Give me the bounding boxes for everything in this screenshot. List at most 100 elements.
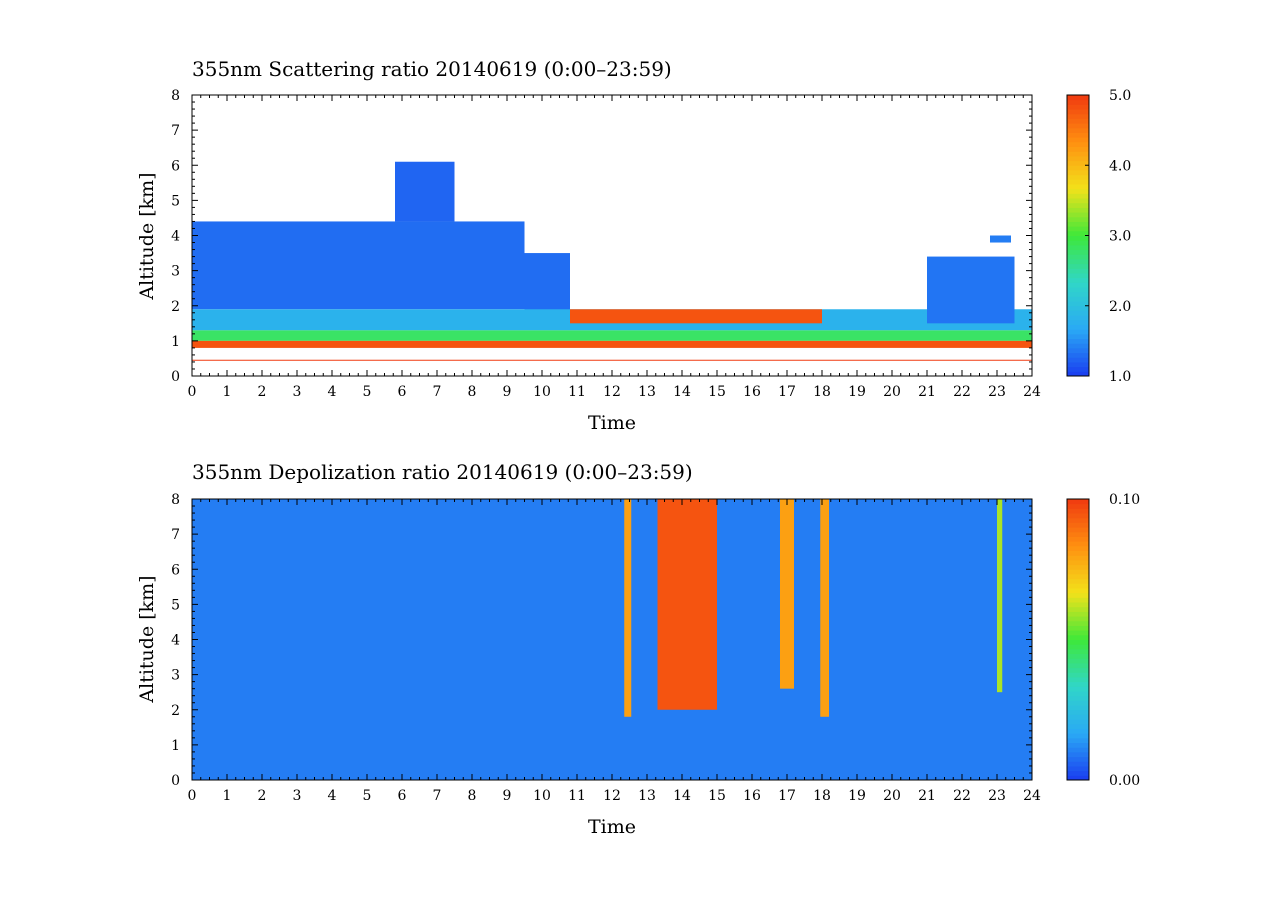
x-axis-label: Time [588, 816, 636, 838]
colorbar-segment [1067, 249, 1089, 255]
x-tick-label: 20 [883, 384, 901, 400]
colorbar-segment [1067, 141, 1089, 148]
colorbar-segment [1067, 352, 1089, 358]
colorbar-segment [1067, 240, 1089, 246]
y-tick-label: 8 [171, 492, 180, 508]
colorbar-segment [1067, 188, 1089, 194]
colorbar-segment [1067, 319, 1089, 325]
colorbar-segment [1067, 733, 1089, 739]
x-tick-label: 22 [953, 788, 971, 804]
colorbar-tick-label: 5.0 [1109, 88, 1131, 104]
y-tick-label: 8 [171, 88, 180, 104]
colorbar-tick-label: 1.0 [1109, 369, 1131, 385]
colorbar-segment [1067, 183, 1089, 190]
heatmap-background [192, 499, 1032, 780]
colorbar-segment [1067, 517, 1089, 523]
colorbar-segment [1067, 620, 1089, 626]
x-tick-label: 20 [883, 788, 901, 804]
colorbar-segment [1067, 709, 1089, 715]
x-tick-label: 11 [568, 788, 586, 804]
x-tick-label: 19 [848, 788, 866, 804]
y-tick-label: 0 [171, 773, 180, 789]
colorbar-segment [1067, 202, 1089, 208]
colorbar-segment [1067, 287, 1089, 293]
colorbar-tick-label: 0.00 [1109, 773, 1140, 789]
x-tick-label: 3 [293, 788, 302, 804]
y-tick-label: 0 [171, 369, 180, 385]
colorbar-segment [1067, 296, 1089, 302]
x-axis-label: Time [588, 412, 636, 434]
colorbar-segment [1067, 522, 1089, 528]
colorbar-segment [1067, 503, 1089, 509]
colorbar-segment [1067, 550, 1089, 556]
colorbar-segment [1067, 207, 1089, 213]
colorbar-segment [1067, 333, 1089, 340]
colorbar-segment [1067, 569, 1089, 575]
x-tick-label: 21 [918, 788, 936, 804]
x-tick-label: 23 [988, 384, 1006, 400]
x-tick-label: 21 [918, 384, 936, 400]
colorbar-segment [1067, 723, 1089, 729]
colorbar-segment [1067, 541, 1089, 547]
x-tick-label: 4 [328, 788, 337, 804]
colorbar-segment [1067, 667, 1089, 673]
x-tick-label: 18 [813, 384, 831, 400]
colorbar-segment [1067, 611, 1089, 617]
x-tick-label: 17 [778, 384, 796, 400]
y-tick-label: 2 [171, 299, 180, 315]
colorbar-segment [1067, 169, 1089, 176]
colorbar-segment [1067, 648, 1089, 655]
colorbar-segment [1067, 324, 1089, 330]
colorbar-segment [1067, 151, 1089, 157]
x-tick-label: 13 [638, 384, 656, 400]
y-tick-label: 3 [171, 264, 180, 280]
colorbar-segment [1067, 578, 1089, 584]
colorbar-segment [1067, 193, 1089, 199]
x-tick-label: 15 [708, 384, 726, 400]
colorbar-segment [1067, 756, 1089, 762]
colorbar-segment [1067, 291, 1089, 297]
colorbar-segment [1067, 357, 1089, 363]
colorbar-segment [1067, 282, 1089, 288]
y-tick-label: 2 [171, 703, 180, 719]
x-tick-label: 14 [673, 788, 691, 804]
colorbar-segment [1067, 606, 1089, 612]
x-tick-label: 5 [363, 384, 372, 400]
colorbar-segment [1067, 361, 1089, 368]
x-tick-label: 7 [433, 384, 442, 400]
heatmap-cell [624, 499, 632, 717]
x-tick-label: 12 [603, 788, 621, 804]
colorbar-segment [1067, 761, 1089, 767]
colorbar-segment [1067, 366, 1089, 372]
heatmap-cell [192, 340, 1032, 348]
colorbar-segment [1067, 305, 1089, 311]
colorbar-segment [1067, 634, 1089, 640]
colorbar-segment [1067, 587, 1089, 594]
y-tick-label: 7 [171, 123, 180, 139]
colorbar-segment [1067, 212, 1089, 218]
x-tick-label: 2 [258, 384, 267, 400]
x-tick-label: 11 [568, 384, 586, 400]
colorbar-segment [1067, 165, 1089, 171]
y-axis-label: Altitude [km] [136, 575, 158, 703]
x-tick-label: 10 [533, 788, 551, 804]
depolarization-ratio-panel: 355nm Depolization ratio 20140619 (0:00–… [136, 460, 1140, 838]
colorbar-segment [1067, 639, 1089, 645]
colorbar-segment [1067, 564, 1089, 570]
panel-title: 355nm Scattering ratio 20140619 (0:00–23… [192, 57, 672, 81]
colorbar-tick-label: 0.10 [1109, 492, 1140, 508]
colorbar-segment [1067, 686, 1089, 692]
x-tick-label: 19 [848, 384, 866, 400]
x-tick-label: 6 [398, 788, 407, 804]
colorbar-segment [1067, 616, 1089, 622]
colorbar-segment [1067, 127, 1089, 133]
colorbar-segment [1067, 109, 1089, 115]
x-tick-label: 5 [363, 788, 372, 804]
colorbar-segment [1067, 531, 1089, 537]
colorbar-segment [1067, 216, 1089, 222]
x-tick-label: 17 [778, 788, 796, 804]
heatmap-cell [192, 221, 525, 310]
colorbar-segment [1067, 132, 1089, 138]
colorbar-segment [1067, 310, 1089, 316]
colorbar: 0.00 0.10 [1066, 492, 1140, 789]
